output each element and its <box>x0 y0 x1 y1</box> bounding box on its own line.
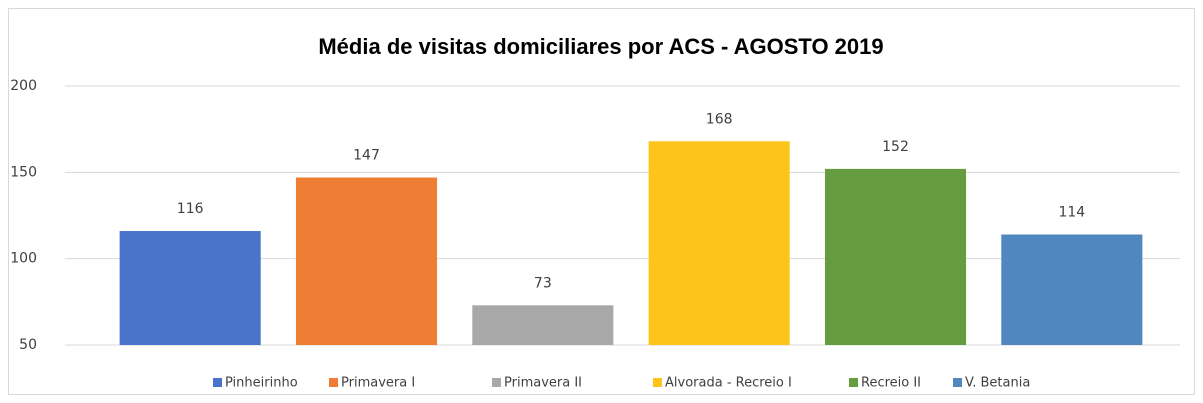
data-label: 152 <box>882 139 909 155</box>
data-label: 116 <box>177 201 204 217</box>
legend-swatch <box>953 378 962 387</box>
bar <box>1001 234 1143 345</box>
bar <box>119 231 261 345</box>
y-tick-label: 50 <box>19 337 37 353</box>
legend-swatch <box>653 378 662 387</box>
bar <box>824 168 967 345</box>
legend-swatch <box>492 378 501 387</box>
legend-swatch <box>849 378 858 387</box>
bar <box>648 141 790 345</box>
y-tick-label: 200 <box>10 78 37 94</box>
y-tick-label: 150 <box>10 164 37 180</box>
legend-swatch <box>329 378 338 387</box>
legend-label: Primavera I <box>341 376 415 391</box>
legend-label: Recreio II <box>861 376 921 391</box>
legend-label: Pinheirinho <box>225 376 298 391</box>
bar <box>295 177 438 345</box>
legend-label: Primavera II <box>504 376 582 391</box>
data-label: 168 <box>706 111 733 127</box>
y-tick-label: 100 <box>10 251 37 267</box>
data-label: 114 <box>1058 204 1085 220</box>
data-label: 147 <box>353 148 380 164</box>
chart-title: Média de visitas domiciliares por ACS - … <box>318 34 883 59</box>
legend-swatch <box>213 378 222 387</box>
legend-label: Alvorada - Recreio I <box>665 376 792 391</box>
data-label: 73 <box>534 275 552 291</box>
bar <box>472 305 614 345</box>
legend-label: V. Betania <box>965 376 1030 391</box>
